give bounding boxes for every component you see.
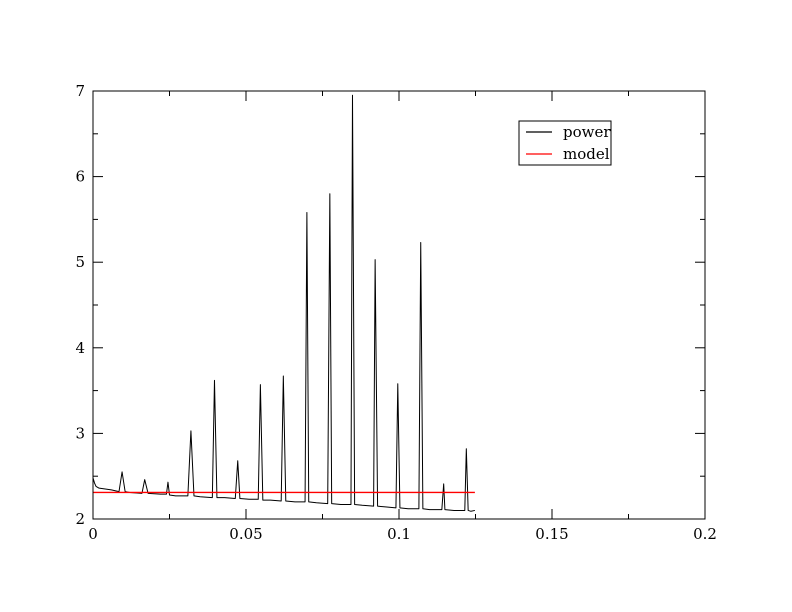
y-tick-labels: 2 3 4 5 6 7 xyxy=(75,82,85,528)
y-tick-label: 3 xyxy=(75,424,85,442)
y-tick-label: 2 xyxy=(75,510,85,528)
y-tick-label: 7 xyxy=(75,82,85,100)
x-tick-label: 0.05 xyxy=(229,525,262,543)
legend: power model xyxy=(518,120,612,166)
y-tick-label: 4 xyxy=(75,339,85,357)
x-tick-label: 0.1 xyxy=(387,525,411,543)
legend-label-power: power xyxy=(563,123,611,141)
x-tick-label: 0.15 xyxy=(535,525,568,543)
plot-lines xyxy=(92,94,475,512)
axis-ticks xyxy=(92,90,706,520)
x-tick-labels: 0 0.05 0.1 0.15 0.2 xyxy=(88,525,717,543)
legend-label-model: model xyxy=(563,145,610,163)
x-tick-label: 0 xyxy=(88,525,98,543)
series-line-power xyxy=(92,94,475,512)
x-tick-label: 0.2 xyxy=(693,525,717,543)
legend-box xyxy=(518,120,612,166)
y-tick-label: 6 xyxy=(75,168,85,186)
y-tick-label: 5 xyxy=(75,253,85,271)
